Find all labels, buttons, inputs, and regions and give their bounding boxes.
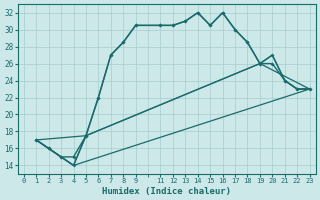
X-axis label: Humidex (Indice chaleur): Humidex (Indice chaleur) — [102, 187, 231, 196]
